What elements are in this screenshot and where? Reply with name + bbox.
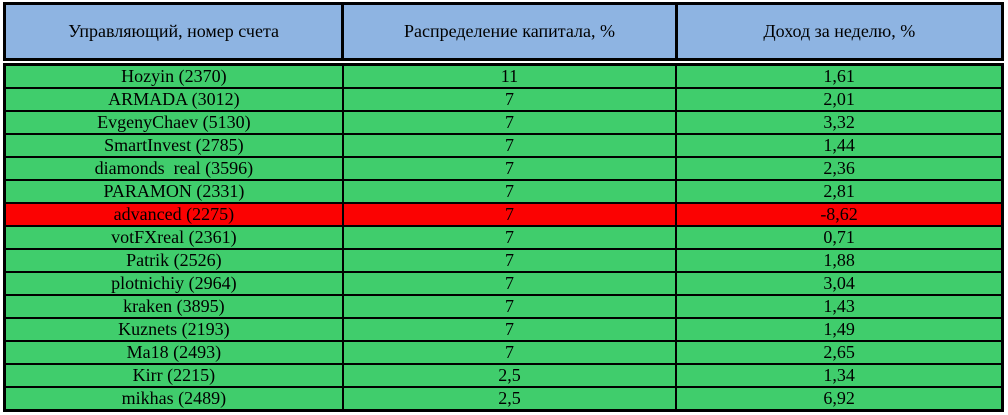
allocation-cell: 2,5 <box>341 363 678 388</box>
weekly-return-cell: 3,04 <box>675 271 1004 296</box>
weekly-return-cell: 2,65 <box>675 340 1004 365</box>
column-header-manager: Управляющий, номер счета <box>2 2 345 61</box>
weekly-return-cell: 1,49 <box>675 317 1004 342</box>
allocation-cell: 7 <box>341 248 678 273</box>
allocation-cell: 7 <box>341 133 678 158</box>
table-row: Kirr (2215) 2,5 1,34 <box>3 363 1004 388</box>
manager-cell: Patrik (2526) <box>3 248 344 273</box>
allocation-cell: 7 <box>341 225 678 250</box>
table-row: Ma18 (2493) 7 2,65 <box>3 340 1004 365</box>
weekly-return-cell: 2,81 <box>675 179 1004 204</box>
weekly-return-cell: 1,61 <box>675 63 1004 89</box>
table-row: votFXreal (2361) 7 0,71 <box>3 225 1004 250</box>
manager-cell: Ma18 (2493) <box>3 340 344 365</box>
allocation-cell: 7 <box>341 87 678 112</box>
table-row: diamonds real (3596) 7 2,36 <box>3 156 1004 181</box>
manager-cell: kraken (3895) <box>3 294 344 319</box>
table-row: ARMADA (3012) 7 2,01 <box>3 87 1004 112</box>
column-header-weekly-return: Доход за неделю, % <box>674 2 1005 61</box>
manager-cell: votFXreal (2361) <box>3 225 344 250</box>
manager-cell: PARAMON (2331) <box>3 179 344 204</box>
weekly-return-cell: 0,71 <box>675 225 1004 250</box>
weekly-return-cell: 1,34 <box>675 363 1004 388</box>
allocation-cell: 7 <box>341 271 678 296</box>
table-body-grid: Hozyin (2370) 11 1,61 ARMADA (3012) 7 2,01 Evg… <box>3 63 1004 412</box>
table-row: mikhas (2489) 2,5 6,92 <box>3 386 1004 412</box>
allocation-cell: 7 <box>341 179 678 204</box>
allocation-cell: 7 <box>341 202 678 227</box>
table-body: Hozyin (2370) 11 1,61 ARMADA (3012) 7 2,01 Evg… <box>3 63 1004 412</box>
manager-cell: Kuznets (2193) <box>3 317 344 342</box>
column-header-allocation: Распределение капитала, % <box>341 2 678 61</box>
manager-cell: mikhas (2489) <box>3 386 344 412</box>
allocation-cell: 7 <box>341 317 678 342</box>
weekly-return-cell: 1,44 <box>675 133 1004 158</box>
allocation-cell: 7 <box>341 156 678 181</box>
weekly-return-cell: 1,88 <box>675 248 1004 273</box>
table-row: Patrik (2526) 7 1,88 <box>3 248 1004 273</box>
table-row: Kuznets (2193) 7 1,49 <box>3 317 1004 342</box>
table-row: PARAMON (2331) 7 2,81 <box>3 179 1004 204</box>
weekly-return-cell: 2,36 <box>675 156 1004 181</box>
weekly-return-cell: 2,01 <box>675 87 1004 112</box>
allocation-cell: 11 <box>341 63 678 89</box>
allocation-cell: 7 <box>341 294 678 319</box>
manager-cell: plotnichiy (2964) <box>3 271 344 296</box>
manager-cell: EvgenyChaev (5130) <box>3 110 344 135</box>
allocation-cell: 2,5 <box>341 386 678 412</box>
manager-cell: Kirr (2215) <box>3 363 344 388</box>
table-row: kraken (3895) 7 1,43 <box>3 294 1004 319</box>
weekly-return-cell: 1,43 <box>675 294 1004 319</box>
table-header: Управляющий, номер счета Распределение к… <box>2 2 1005 61</box>
table-row: advanced (2275) 7 -8,62 <box>3 202 1004 227</box>
header-row: Управляющий, номер счета Распределение к… <box>2 2 1005 61</box>
table-row: Hozyin (2370) 11 1,61 <box>3 63 1004 89</box>
weekly-return-cell: 3,32 <box>675 110 1004 135</box>
allocation-cell: 7 <box>341 340 678 365</box>
manager-cell: ARMADA (3012) <box>3 87 344 112</box>
table-row: SmartInvest (2785) 7 1,44 <box>3 133 1004 158</box>
manager-cell: Hozyin (2370) <box>3 63 344 89</box>
weekly-return-cell: 6,92 <box>675 386 1004 412</box>
manager-cell: diamonds real (3596) <box>3 156 344 181</box>
manager-cell: advanced (2275) <box>3 202 344 227</box>
allocation-cell: 7 <box>341 110 678 135</box>
weekly-return-cell: -8,62 <box>675 202 1004 227</box>
table-row: EvgenyChaev (5130) 7 3,32 <box>3 110 1004 135</box>
manager-cell: SmartInvest (2785) <box>3 133 344 158</box>
table-row: plotnichiy (2964) 7 3,04 <box>3 271 1004 296</box>
